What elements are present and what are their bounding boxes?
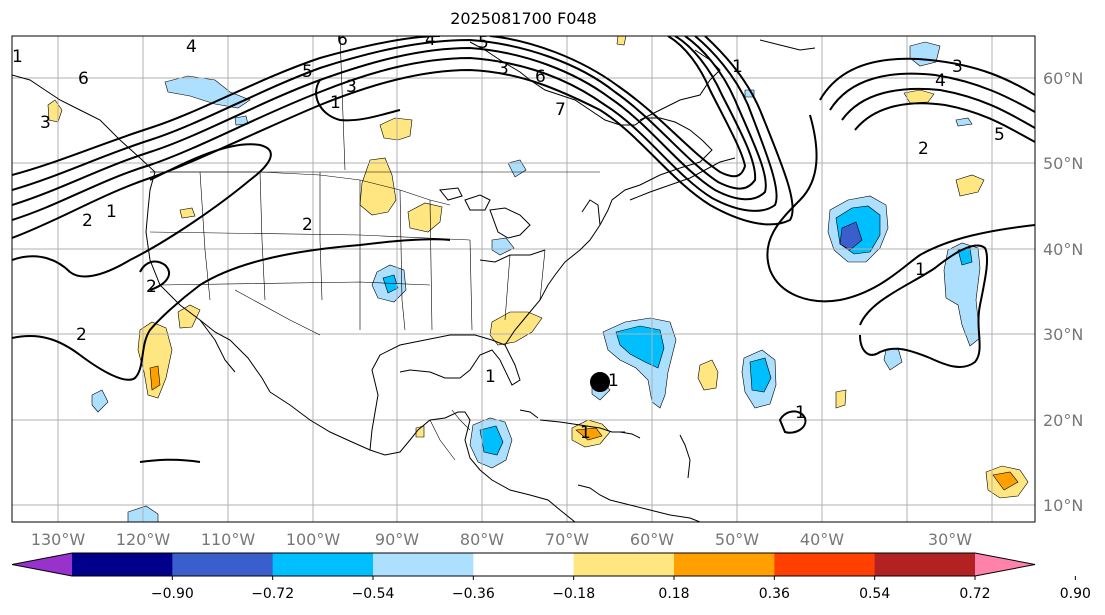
lat-label: 20°N: [1043, 411, 1083, 430]
longitude-labels: 130°W 120°W 110°W 100°W 90°W 80°W 70°W 6…: [31, 530, 972, 549]
colorbar-segment: [774, 553, 876, 576]
colorbar-segment: [272, 553, 374, 576]
contour-label: 1: [580, 423, 591, 443]
lat-label: 30°N: [1043, 325, 1083, 344]
colorbar-segment: [373, 553, 474, 576]
colorbar-tick-label: −0.54: [352, 586, 395, 602]
map-frame: [11, 35, 1036, 523]
contour-label: 3: [498, 59, 509, 79]
contour-label: 6: [78, 69, 89, 89]
lat-label: 50°N: [1043, 154, 1083, 173]
contour-label: 7: [555, 100, 566, 120]
colorbar-segment: [172, 553, 274, 576]
colorbar-tick-label: −0.18: [552, 586, 595, 602]
contour-label: 3: [952, 57, 963, 77]
contour-label: 4: [425, 30, 436, 50]
lon-label: 130°W: [31, 530, 86, 549]
colorbar-tick-label: 0.36: [759, 586, 790, 602]
lon-label: 110°W: [201, 530, 256, 549]
contour-label-group: 6 4 6 4 5 3 1 5 3 6 7 1 3 4 5 2 2 1 2 2 …: [12, 30, 1005, 443]
lat-label: 40°N: [1043, 240, 1083, 259]
contour-label: 1: [330, 93, 341, 113]
contour-label: 6: [535, 67, 546, 87]
contour-label: 2: [82, 211, 93, 231]
colorbar-segment: [573, 553, 675, 576]
contour-label: 1: [795, 403, 806, 423]
colorbar-tick-label: 0.18: [658, 586, 689, 602]
colorbar-tick-label: 0.72: [959, 586, 990, 602]
latitude-labels: 60°N 50°N 40°N 30°N 20°N 10°N: [1043, 69, 1083, 515]
contour-label: 3: [40, 113, 51, 133]
lon-label: 70°W: [545, 530, 589, 549]
political-borders: [149, 36, 600, 461]
contour-label: 5: [478, 33, 489, 53]
contour-label: 1: [608, 371, 619, 391]
colorbar-tick-label: −0.36: [452, 586, 495, 602]
contour-label: 4: [935, 71, 946, 91]
coastlines: [12, 39, 816, 522]
lon-label: 90°W: [375, 530, 419, 549]
lon-label: 80°W: [460, 530, 504, 549]
colorbar-tick-label: −0.72: [251, 586, 294, 602]
contour-label: 3: [346, 77, 357, 97]
contour-label: 2: [76, 325, 87, 345]
colorbar-tick-label: 0.54: [859, 586, 890, 602]
contour-label: 1: [915, 260, 926, 280]
contour-label: 2: [146, 277, 157, 297]
lon-label: 30°W: [928, 530, 972, 549]
colorbar-segment: [674, 553, 775, 576]
contour-lines: [12, 36, 1035, 463]
colorbar-segment: [72, 553, 173, 576]
colorbar-extend-low: [12, 553, 72, 576]
colorbar-segment: [874, 553, 976, 576]
map-background: [12, 36, 1035, 522]
lat-label: 10°N: [1043, 496, 1083, 515]
contour-label: 1: [12, 47, 23, 67]
contour-label: 1: [485, 367, 496, 387]
colorbar-tick-label: 0.90: [1060, 586, 1091, 602]
colorbar-tick-label: −0.90: [151, 586, 194, 602]
contour-label: 6: [337, 30, 348, 50]
colorbar: −0.90 −0.72 −0.54 −0.36 −0.18 0.18 0.36 0.54 0.7…: [11, 552, 1091, 602]
colorbar-segment: [473, 553, 575, 576]
contour-label: 2: [918, 139, 929, 159]
contour-label: 1: [106, 202, 117, 222]
map-title: 2025081700 F048: [450, 9, 597, 28]
lon-label: 120°W: [116, 530, 171, 549]
lat-label: 60°N: [1043, 69, 1083, 88]
storm-marker: [591, 373, 609, 391]
contour-label: 1: [732, 57, 743, 77]
contour-label: 5: [302, 62, 313, 82]
contour-label: 2: [302, 215, 313, 235]
colorbar-extend-high: [975, 553, 1035, 576]
colorbar-outline: [11, 552, 1036, 577]
lon-label: 50°W: [715, 530, 759, 549]
lon-label: 40°W: [800, 530, 844, 549]
lon-label: 60°W: [630, 530, 674, 549]
contour-label: 5: [994, 125, 1005, 145]
lon-label: 100°W: [286, 530, 341, 549]
contour-label: 4: [186, 37, 197, 57]
